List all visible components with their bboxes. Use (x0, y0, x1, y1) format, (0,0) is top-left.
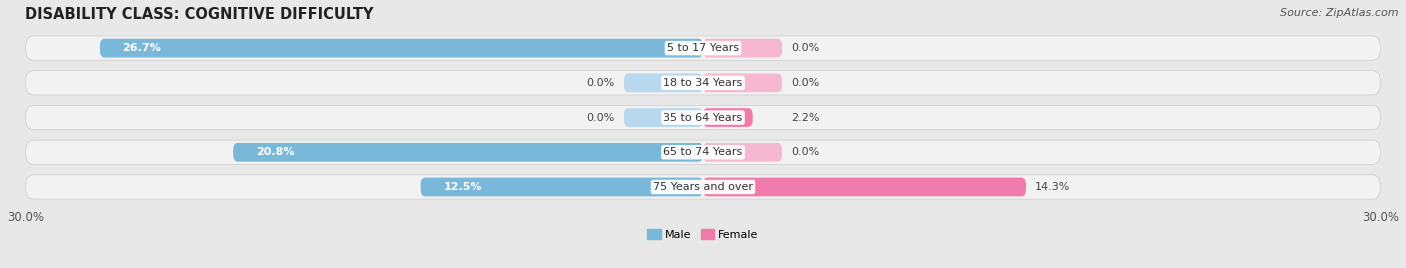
FancyBboxPatch shape (703, 108, 752, 127)
Text: 35 to 64 Years: 35 to 64 Years (664, 113, 742, 122)
FancyBboxPatch shape (624, 73, 703, 92)
Text: 26.7%: 26.7% (122, 43, 162, 53)
Text: DISABILITY CLASS: COGNITIVE DIFFICULTY: DISABILITY CLASS: COGNITIVE DIFFICULTY (25, 7, 374, 22)
FancyBboxPatch shape (25, 71, 1381, 95)
Text: 20.8%: 20.8% (256, 147, 294, 157)
FancyBboxPatch shape (703, 39, 782, 57)
Text: 14.3%: 14.3% (1035, 182, 1070, 192)
Text: Source: ZipAtlas.com: Source: ZipAtlas.com (1281, 8, 1399, 18)
FancyBboxPatch shape (25, 175, 1381, 199)
Text: 0.0%: 0.0% (792, 43, 820, 53)
FancyBboxPatch shape (703, 178, 1026, 196)
Text: 0.0%: 0.0% (792, 147, 820, 157)
Text: 75 Years and over: 75 Years and over (652, 182, 754, 192)
FancyBboxPatch shape (233, 143, 703, 162)
Legend: Male, Female: Male, Female (645, 227, 761, 242)
Text: 2.2%: 2.2% (792, 113, 820, 122)
Text: 18 to 34 Years: 18 to 34 Years (664, 78, 742, 88)
FancyBboxPatch shape (703, 143, 782, 162)
Text: 0.0%: 0.0% (792, 78, 820, 88)
Text: 0.0%: 0.0% (586, 113, 614, 122)
FancyBboxPatch shape (25, 140, 1381, 164)
Text: 65 to 74 Years: 65 to 74 Years (664, 147, 742, 157)
FancyBboxPatch shape (420, 178, 703, 196)
FancyBboxPatch shape (25, 105, 1381, 130)
FancyBboxPatch shape (624, 108, 703, 127)
Text: 12.5%: 12.5% (443, 182, 482, 192)
FancyBboxPatch shape (100, 39, 703, 57)
FancyBboxPatch shape (25, 36, 1381, 60)
FancyBboxPatch shape (703, 73, 782, 92)
Text: 0.0%: 0.0% (586, 78, 614, 88)
Text: 5 to 17 Years: 5 to 17 Years (666, 43, 740, 53)
